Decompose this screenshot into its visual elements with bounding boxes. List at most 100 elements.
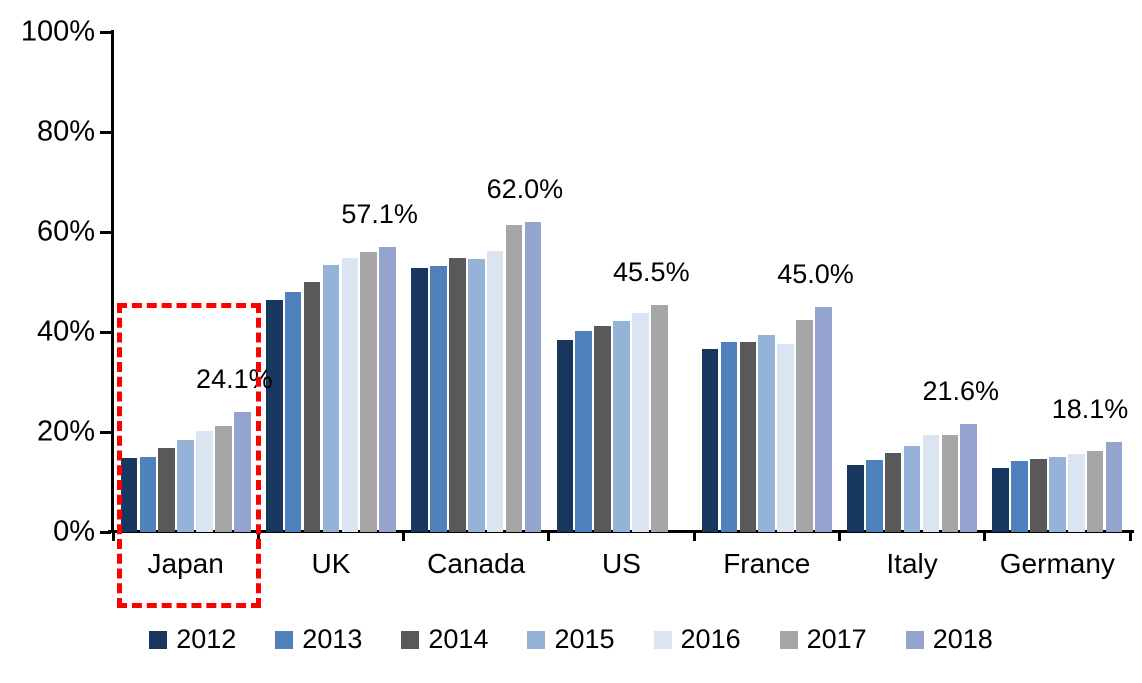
data-label-us: 45.5% [613,256,690,287]
highlight-box [117,303,261,608]
bar-germany-2014 [1030,459,1047,532]
bar-uk-2012 [265,300,283,532]
legend-label-2013: 2013 [302,624,363,654]
legend-label-2014: 2014 [428,624,489,654]
x-axis-tick [692,530,696,541]
x-axis-label-france: France [723,548,811,579]
y-axis-tick [100,331,111,334]
x-axis-tick [837,530,841,541]
bar-canada-2017 [505,224,523,532]
bar-uk-2016 [341,257,359,532]
legend-item-2018: 2018 [905,624,993,655]
bar-us-2015 [613,320,630,532]
bar-us-2012 [556,340,574,532]
x-axis-tick [1128,530,1132,541]
x-axis-label-us: US [602,548,641,579]
legend-swatch-2016 [653,630,672,649]
bar-germany-2018 [1105,441,1123,532]
bar-italy-2016 [922,435,940,532]
legend-swatch-2017 [779,630,798,649]
data-label-uk: 57.1% [341,198,418,229]
bar-canada-2018 [524,222,542,532]
legend-label-2016: 2016 [680,624,741,654]
x-axis-label-canada: Canada [427,548,526,579]
legend-label-2012: 2012 [176,624,237,654]
bar-canada-2013 [430,265,447,532]
x-axis-tick [402,530,406,541]
data-label-italy: 21.6% [922,376,1000,406]
data-label-france: 45.0% [777,259,854,289]
bar-uk-2018 [379,246,396,532]
bar-germany-2017 [1086,451,1104,532]
bar-uk-2017 [360,252,378,532]
bar-us-2016 [632,313,649,532]
bar-us-2014 [594,325,611,532]
legend-label-2017: 2017 [806,624,867,654]
x-axis-label-germany: Germany [999,548,1115,579]
y-axis-tick [100,131,111,134]
bar-italy-2015 [903,445,921,532]
y-axis-label: 100% [20,15,95,48]
x-axis-label-italy: Italy [886,548,938,579]
bar-japan-2012 [120,457,138,532]
bar-germany-2016 [1067,454,1085,532]
bar-canada-2012 [411,267,428,532]
bar-italy-2014 [884,453,902,532]
bar-france-2015 [758,334,776,532]
bar-france-2012 [701,348,719,532]
bar-italy-2012 [847,464,864,532]
bar-italy-2013 [865,460,883,532]
legend-swatch-2014 [401,630,420,649]
bar-germany-2012 [992,468,1009,532]
y-axis-tick [100,431,111,434]
bar-france-2013 [720,341,738,532]
bar-uk-2014 [303,281,321,532]
data-label-germany: 18.1% [1051,393,1129,424]
legend-label-2015: 2015 [554,624,615,654]
bar-germany-2013 [1011,461,1028,532]
y-axis-label: 20% [36,415,95,448]
bar-france-2014 [739,342,757,532]
legend-swatch-2013 [275,630,294,649]
bar-japan-2014 [158,448,176,532]
legend-item-2016: 2016 [653,624,741,655]
bar-italy-2017 [941,434,959,532]
legend-item-2015: 2015 [527,624,615,655]
x-axis-label-japan: Japan [147,548,224,579]
legend-swatch-2012 [149,630,168,649]
legend-swatch-2018 [905,630,924,649]
bar-japan-2013 [139,457,157,532]
bar-japan-2015 [177,440,194,532]
bar-uk-2015 [322,265,340,532]
legend-swatch-2015 [527,630,546,649]
bar-japan-2017 [215,426,232,532]
bar-us-2013 [575,331,592,532]
y-axis-line [111,30,114,533]
bar-germany-2015 [1049,456,1066,532]
x-axis-tick [547,530,551,541]
y-axis-tick [100,231,111,234]
legend-item-2017: 2017 [779,624,867,655]
bar-canada-2015 [467,258,485,532]
bar-france-2016 [777,344,794,532]
y-axis-tick [100,531,111,534]
legend-item-2014: 2014 [401,624,488,655]
y-axis-label: 80% [36,115,95,148]
y-axis-tick [100,31,111,34]
x-axis-tick [983,530,987,541]
legend-item-2012: 2012 [149,624,236,655]
bar-uk-2013 [284,292,302,532]
bar-france-2018 [815,307,832,532]
bar-japan-2018 [234,411,251,532]
x-axis-label-uk: UK [311,548,351,579]
bar-canada-2014 [449,257,466,532]
data-label-canada: 62.0% [486,174,564,204]
bar-france-2017 [796,320,813,532]
legend-item-2013: 2013 [275,624,362,655]
bar-us-2017 [651,304,668,532]
bar-canada-2016 [486,251,504,532]
x-axis-tick [111,530,115,541]
legend-label-2018: 2018 [932,624,993,654]
legend: 2012 2013 2014 2015 2016 2017 2018 [0,624,1142,655]
